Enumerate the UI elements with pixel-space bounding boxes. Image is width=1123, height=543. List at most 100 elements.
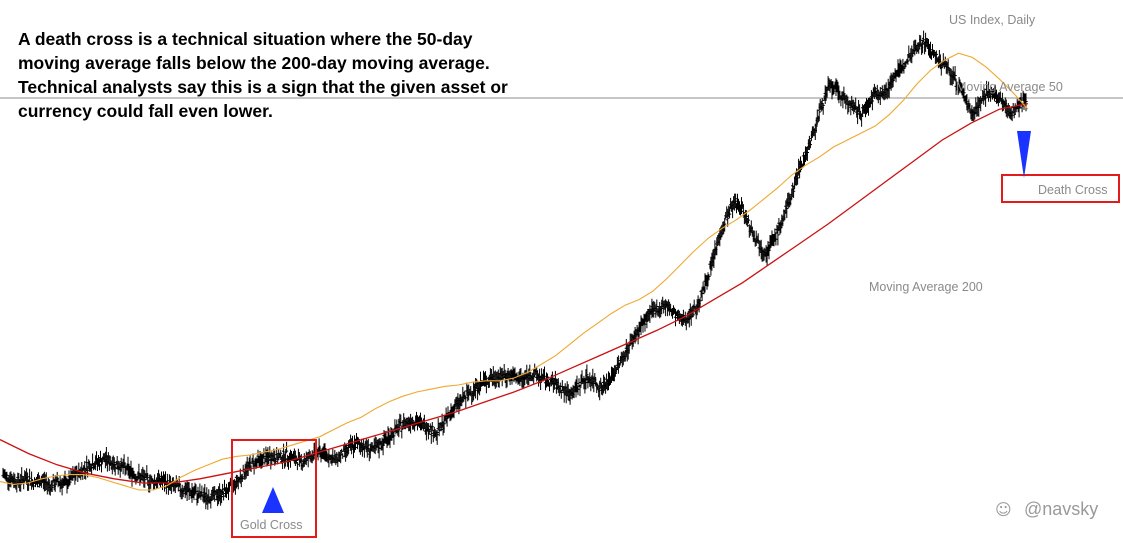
description-line: moving average falls below the 200-day m… (18, 53, 490, 73)
price-bar (984, 93, 988, 107)
price-bar (728, 206, 732, 219)
price-bar (547, 382, 552, 392)
price-bar (353, 438, 358, 450)
gold-cross-box (231, 439, 317, 538)
price-bar (790, 188, 794, 201)
price-bar (119, 457, 123, 472)
price-bar (849, 100, 853, 116)
price-bar (617, 362, 621, 369)
price-bar (919, 35, 923, 46)
price-bar (284, 450, 288, 467)
price-bar (870, 91, 874, 111)
price-bar (572, 386, 576, 399)
price-bar (687, 309, 691, 328)
price-bar (240, 473, 244, 482)
price-bar (437, 423, 441, 437)
price-bar (50, 480, 54, 492)
watermark-text: @navsky (1024, 499, 1098, 519)
price-bar (825, 86, 829, 98)
price-bar (5, 471, 9, 483)
price-bar (922, 30, 926, 43)
price-bar (845, 94, 849, 105)
price-bar (28, 468, 32, 483)
price-bar (282, 443, 286, 462)
price-bar (907, 45, 911, 58)
description-line: currency could fall even lower. (18, 101, 273, 121)
price-bar (756, 233, 760, 244)
price-bar (576, 386, 580, 396)
price-bar (295, 462, 299, 471)
price-bar (805, 146, 809, 161)
price-bar (977, 97, 981, 117)
price-bar (689, 307, 693, 326)
gold-cross-label: Gold Cross (240, 518, 303, 532)
price-bar (774, 232, 778, 246)
price-bar (99, 458, 104, 473)
price-bar (906, 54, 910, 65)
price-bar (1019, 92, 1023, 105)
price-bar (1024, 93, 1028, 112)
price-bar (832, 86, 836, 95)
price-bar (248, 455, 252, 470)
price-bar (792, 187, 796, 198)
price-bar (226, 482, 231, 501)
price-bar (104, 447, 108, 466)
price-bar (430, 422, 434, 432)
price-bar (429, 425, 433, 444)
price-bar (901, 58, 905, 70)
price-bar (627, 342, 631, 354)
price-bar (23, 470, 27, 483)
price-bar (701, 281, 705, 291)
price-bar (392, 431, 396, 445)
price-bar (880, 85, 884, 98)
price-bar (903, 61, 907, 69)
price-bar (341, 453, 345, 459)
gold-cross-arrow (262, 487, 284, 513)
death-cross-box (1001, 174, 1120, 203)
price-bar (422, 414, 426, 430)
price-bar (767, 244, 771, 260)
price-bar (643, 314, 647, 332)
price-bar (427, 429, 431, 435)
price-bar (164, 482, 168, 495)
price-bar (85, 455, 89, 471)
price-bar (577, 378, 581, 387)
price-bar (953, 66, 957, 82)
death-cross-arrow (1017, 131, 1031, 178)
price-bar (962, 88, 966, 101)
price-bar (68, 475, 72, 486)
price-bar (623, 350, 627, 362)
price-bar (279, 449, 283, 460)
price-bar (435, 430, 439, 445)
price-bar (91, 453, 95, 467)
watermark-logo-icon: ☺ (995, 500, 1012, 519)
description-line: A death cross is a technical situation w… (18, 29, 473, 49)
price-bar (143, 470, 147, 488)
price-bar (900, 64, 904, 74)
price-bar (330, 454, 334, 466)
price-bar (934, 50, 938, 64)
price-bar (196, 486, 200, 503)
price-bar (112, 457, 116, 472)
price-bar (654, 305, 658, 318)
price-bar (262, 448, 266, 459)
price-bar (426, 423, 430, 440)
price-bar (734, 193, 738, 208)
price-bar (706, 272, 710, 287)
price-bar (578, 384, 582, 397)
ma50-label: Moving Average 50 (956, 80, 1063, 94)
price-bar (746, 214, 750, 224)
price-bar (808, 140, 812, 149)
price-bar (785, 198, 789, 218)
ma200-label: Moving Average 200 (869, 280, 983, 294)
price-bar (968, 103, 972, 113)
price-bar (20, 467, 24, 485)
price-bar (88, 460, 92, 472)
price-bar (299, 454, 303, 470)
price-bar (965, 94, 969, 111)
price-bar (270, 451, 274, 466)
price-bar (181, 487, 185, 498)
chart-title: US Index, Daily (949, 13, 1036, 27)
price-bar (464, 395, 468, 409)
